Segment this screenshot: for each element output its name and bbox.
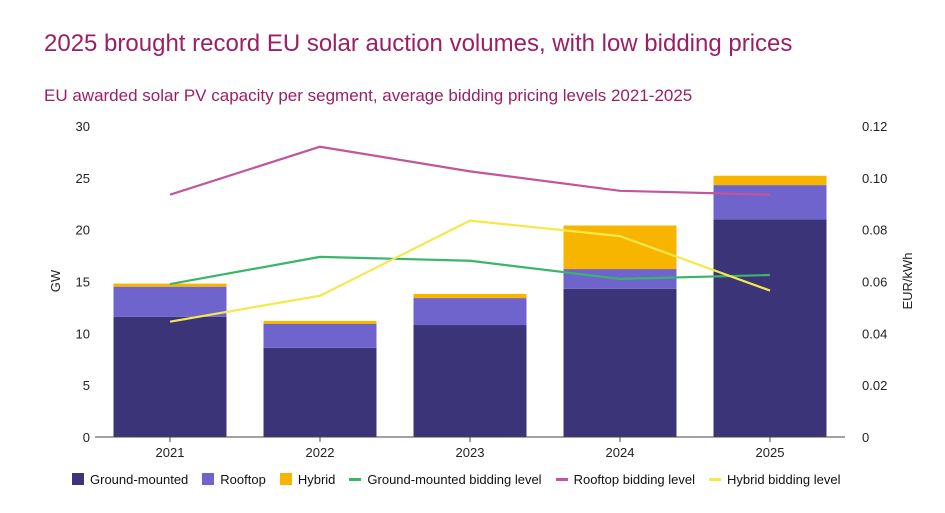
y-tick-label: 10 <box>76 326 90 341</box>
y-axis-right-label: EUR/kWh <box>900 252 915 309</box>
legend-label-rooftop-bidding: Rooftop bidding level <box>573 471 695 487</box>
legend-label-hybrid-bidding: Hybrid bidding level <box>727 471 841 487</box>
bar-rooftop-2025 <box>713 185 827 220</box>
chart-legend: Ground-mounted Rooftop Hybrid Ground-mou… <box>72 470 854 488</box>
bar-ground-mounted-2021 <box>113 316 227 437</box>
bar-ground-mounted-2024 <box>563 288 677 437</box>
chart-title: 2025 brought record EU solar auction vol… <box>44 30 793 57</box>
y2-tick-label: 0 <box>862 430 869 445</box>
bar-hybrid-2023 <box>413 293 527 299</box>
lines-group <box>169 145 771 323</box>
x-axis-ticks: 2021 2022 2023 2024 2025 <box>156 437 785 460</box>
y-tick-label: 25 <box>76 171 90 186</box>
y2-tick-label: 0.06 <box>862 275 887 290</box>
bar-rooftop-2023 <box>413 298 527 326</box>
bars-group <box>113 175 827 437</box>
legend-label-ground-mounted: Ground-mounted <box>90 471 189 487</box>
y-axis-left-label: GW <box>48 269 63 292</box>
legend-item-hybrid: Hybrid <box>279 471 336 487</box>
chart-subtitle: EU awarded solar PV capacity per segment… <box>44 86 693 105</box>
x-tick-label: 2024 <box>606 445 635 460</box>
y2-tick-label: 0.04 <box>862 326 887 341</box>
legend-item-rooftop-bidding: Rooftop bidding level <box>555 471 695 487</box>
bar-rooftop-2021 <box>113 286 227 317</box>
line-ground-mounted-bidding-level <box>169 255 771 286</box>
bar-hybrid-2021 <box>113 283 227 287</box>
y-tick-label: 15 <box>76 275 90 290</box>
y2-tick-label: 0.08 <box>862 223 887 238</box>
bar-rooftop-2022 <box>263 324 377 348</box>
bar-ground-mounted-2025 <box>713 219 827 437</box>
x-tick-label: 2022 <box>306 445 335 460</box>
legend-item-ground-mounted: Ground-mounted <box>72 472 188 487</box>
x-tick-label: 2023 <box>456 445 485 460</box>
legend-swatch-ground-mounted-bidding <box>349 477 362 481</box>
bar-ground-mounted-2022 <box>263 347 377 437</box>
legend-swatch-rooftop <box>202 473 215 485</box>
bar-ground-mounted-2023 <box>413 325 527 437</box>
legend-item-hybrid-bidding: Hybrid bidding level <box>709 472 840 487</box>
legend-item-rooftop: Rooftop <box>202 472 266 487</box>
bar-hybrid-2025 <box>713 175 827 186</box>
y2-tick-label: 0.12 <box>862 119 887 134</box>
legend-swatch-hybrid-bidding <box>709 477 721 481</box>
y-tick-label: 30 <box>76 119 90 134</box>
x-tick-label: 2021 <box>156 445 185 460</box>
legend-label-ground-mounted-bidding: Ground-mounted bidding level <box>367 471 542 487</box>
y-tick-label: 20 <box>76 223 90 238</box>
legend-label-hybrid: Hybrid <box>297 471 336 487</box>
bar-hybrid-2022 <box>263 320 377 325</box>
y2-tick-label: 0.10 <box>862 171 887 186</box>
legend-item-ground-mounted-bidding: Ground-mounted bidding level <box>349 471 542 487</box>
line-hybrid-bidding-level <box>169 219 771 323</box>
y-axis-right-ticks: 0 0.02 0.04 0.06 0.08 0.10 0.12 <box>862 119 887 445</box>
legend-swatch-ground-mounted <box>72 473 84 485</box>
legend-swatch-hybrid <box>279 473 292 485</box>
line-rooftop-bidding-level <box>169 145 771 196</box>
y-tick-label: 0 <box>83 430 90 445</box>
y-axis-left-ticks: 0 5 10 15 20 25 30 <box>76 119 90 445</box>
x-tick-label: 2025 <box>756 445 785 460</box>
y-tick-label: 5 <box>83 378 90 393</box>
legend-swatch-rooftop-bidding <box>555 477 568 481</box>
y2-tick-label: 0.02 <box>862 378 887 393</box>
legend-label-rooftop: Rooftop <box>220 471 266 487</box>
